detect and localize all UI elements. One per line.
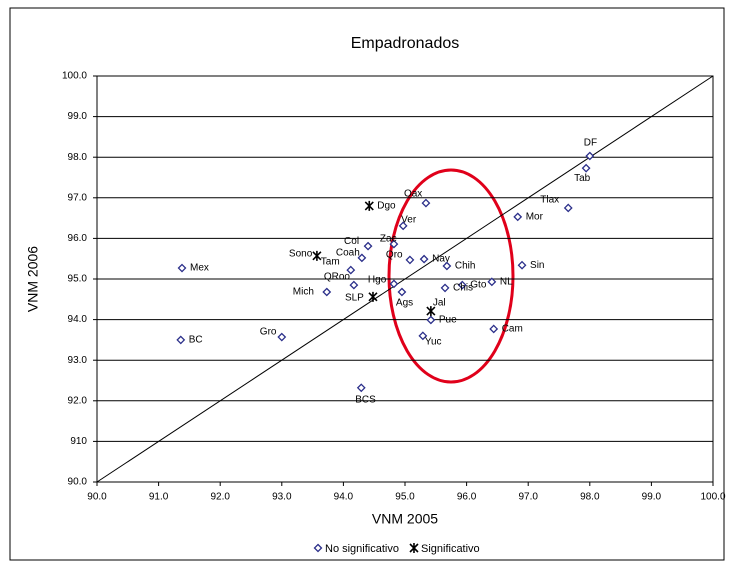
- point-label: Pue: [439, 315, 457, 326]
- point-label: BCS: [355, 394, 376, 405]
- point-label: Tlax: [540, 195, 559, 206]
- point-label: Chis: [453, 283, 473, 294]
- highlight-ellipse: [387, 168, 515, 384]
- point-label: Sin: [530, 260, 544, 271]
- point: [563, 203, 573, 213]
- diagonal-line: [96, 75, 714, 483]
- legend-marker: [313, 543, 323, 553]
- point-label: NL: [500, 276, 513, 287]
- point: [581, 163, 591, 173]
- x-tick-label: 91.0: [149, 492, 169, 503]
- point: [357, 253, 367, 263]
- point-label: Zac: [380, 234, 397, 245]
- point-label: BC: [189, 335, 203, 346]
- x-tick-label: 97.0: [518, 492, 538, 503]
- y-tick-label: 93.0: [68, 355, 88, 366]
- point: [322, 287, 332, 297]
- point: [457, 280, 467, 290]
- point: [513, 212, 523, 222]
- y-tick-label: 92.0: [68, 395, 88, 406]
- point-label: Ver: [401, 214, 417, 225]
- point: [389, 279, 399, 289]
- point-label: Gro: [260, 327, 277, 338]
- point-label: Gto: [470, 280, 487, 291]
- point: [489, 324, 499, 334]
- chart-frame: [9, 7, 725, 561]
- point: [426, 306, 436, 317]
- point: [312, 250, 322, 261]
- point-label: Dgo: [377, 201, 396, 212]
- x-tick-label: 94.0: [334, 492, 354, 503]
- point: [426, 315, 436, 325]
- point-label: Qro: [386, 250, 403, 261]
- point-label: Jal: [433, 298, 446, 309]
- point-label: Tam: [321, 257, 340, 268]
- point: [398, 221, 408, 231]
- point: [517, 260, 527, 270]
- point-label: Col: [344, 236, 359, 247]
- x-tick-label: 90.0: [87, 492, 107, 503]
- plot-area: [96, 75, 714, 483]
- point-label: SLP: [345, 293, 364, 304]
- point-label: Mex: [190, 263, 209, 274]
- point: [346, 265, 356, 275]
- point: [177, 263, 187, 273]
- y-tick-label: 100.0: [62, 71, 87, 82]
- point-label: QRoo: [324, 272, 351, 283]
- point: [442, 261, 452, 271]
- x-tick-label: 95.0: [395, 492, 415, 503]
- y-tick-label: 97.0: [68, 192, 88, 203]
- y-tick-label: 96.0: [68, 233, 88, 244]
- chart-title: Empadronados: [351, 35, 460, 52]
- point: [349, 280, 359, 290]
- point-label: Hgo: [368, 275, 387, 286]
- point: [368, 291, 378, 302]
- x-tick-label: 92.0: [210, 492, 230, 503]
- x-tick-label: 100.0: [700, 492, 725, 503]
- point: [487, 277, 497, 287]
- point-label: Nay: [432, 254, 450, 265]
- point-label: Coah: [336, 248, 360, 259]
- point-label: DF: [584, 138, 597, 149]
- y-tick-label: 98.0: [68, 152, 88, 163]
- point: [440, 283, 450, 293]
- x-axis-label: VNM 2005: [372, 511, 438, 527]
- y-tick-label: 910: [70, 436, 87, 447]
- point: [356, 383, 366, 393]
- legend-label: Significativo: [421, 543, 480, 555]
- point-label: Cam: [502, 324, 523, 335]
- x-tick-label: 93.0: [272, 492, 292, 503]
- point-label: Tab: [574, 173, 591, 184]
- point: [405, 255, 415, 265]
- y-axis-label: VNM 2006: [25, 246, 41, 312]
- point: [418, 331, 428, 341]
- point-label: Chih: [455, 261, 476, 272]
- y-tick-label: 99.0: [68, 111, 88, 122]
- point: [364, 200, 374, 211]
- point: [585, 151, 595, 161]
- legend-label: No significativo: [325, 543, 399, 555]
- point: [389, 239, 399, 249]
- point: [397, 287, 407, 297]
- x-tick-label: 98.0: [580, 492, 600, 503]
- x-tick-label: 99.0: [642, 492, 662, 503]
- y-tick-label: 95.0: [68, 274, 88, 285]
- point-label: Sono: [289, 248, 313, 259]
- y-tick-label: 90.0: [68, 477, 88, 488]
- point: [176, 335, 186, 345]
- point: [421, 198, 431, 208]
- point-label: Oax: [404, 189, 422, 200]
- point-label: Mor: [526, 212, 544, 223]
- x-tick-label: 96.0: [457, 492, 477, 503]
- point: [363, 241, 373, 251]
- point: [277, 332, 287, 342]
- point-label: Yuc: [425, 336, 442, 347]
- point: [419, 254, 429, 264]
- point-label: Ags: [396, 298, 413, 309]
- y-tick-label: 94.0: [68, 314, 88, 325]
- legend-marker: [409, 543, 419, 553]
- point-label: Mich: [293, 287, 314, 298]
